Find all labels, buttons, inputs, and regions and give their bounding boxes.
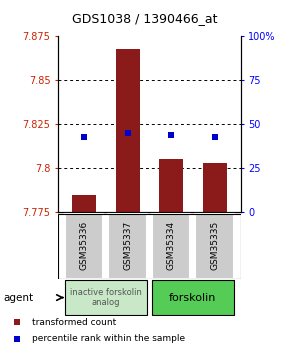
Bar <box>152 214 190 279</box>
Text: forskolin: forskolin <box>169 293 217 303</box>
Bar <box>195 214 234 279</box>
Text: GSM35337: GSM35337 <box>123 221 132 270</box>
Text: percentile rank within the sample: percentile rank within the sample <box>32 334 185 343</box>
Bar <box>65 280 147 315</box>
Bar <box>116 49 139 212</box>
Text: inactive forskolin
analog: inactive forskolin analog <box>70 288 142 307</box>
Text: GSM35336: GSM35336 <box>79 221 89 270</box>
Bar <box>152 280 234 315</box>
Text: agent: agent <box>3 293 33 303</box>
Bar <box>108 214 147 279</box>
Bar <box>159 159 183 212</box>
Bar <box>203 163 226 212</box>
Bar <box>72 195 96 212</box>
Text: GSM35335: GSM35335 <box>210 221 219 270</box>
Text: GDS1038 / 1390466_at: GDS1038 / 1390466_at <box>72 12 218 25</box>
Text: transformed count: transformed count <box>32 318 117 327</box>
Text: GSM35334: GSM35334 <box>166 221 176 270</box>
Bar <box>65 214 103 279</box>
